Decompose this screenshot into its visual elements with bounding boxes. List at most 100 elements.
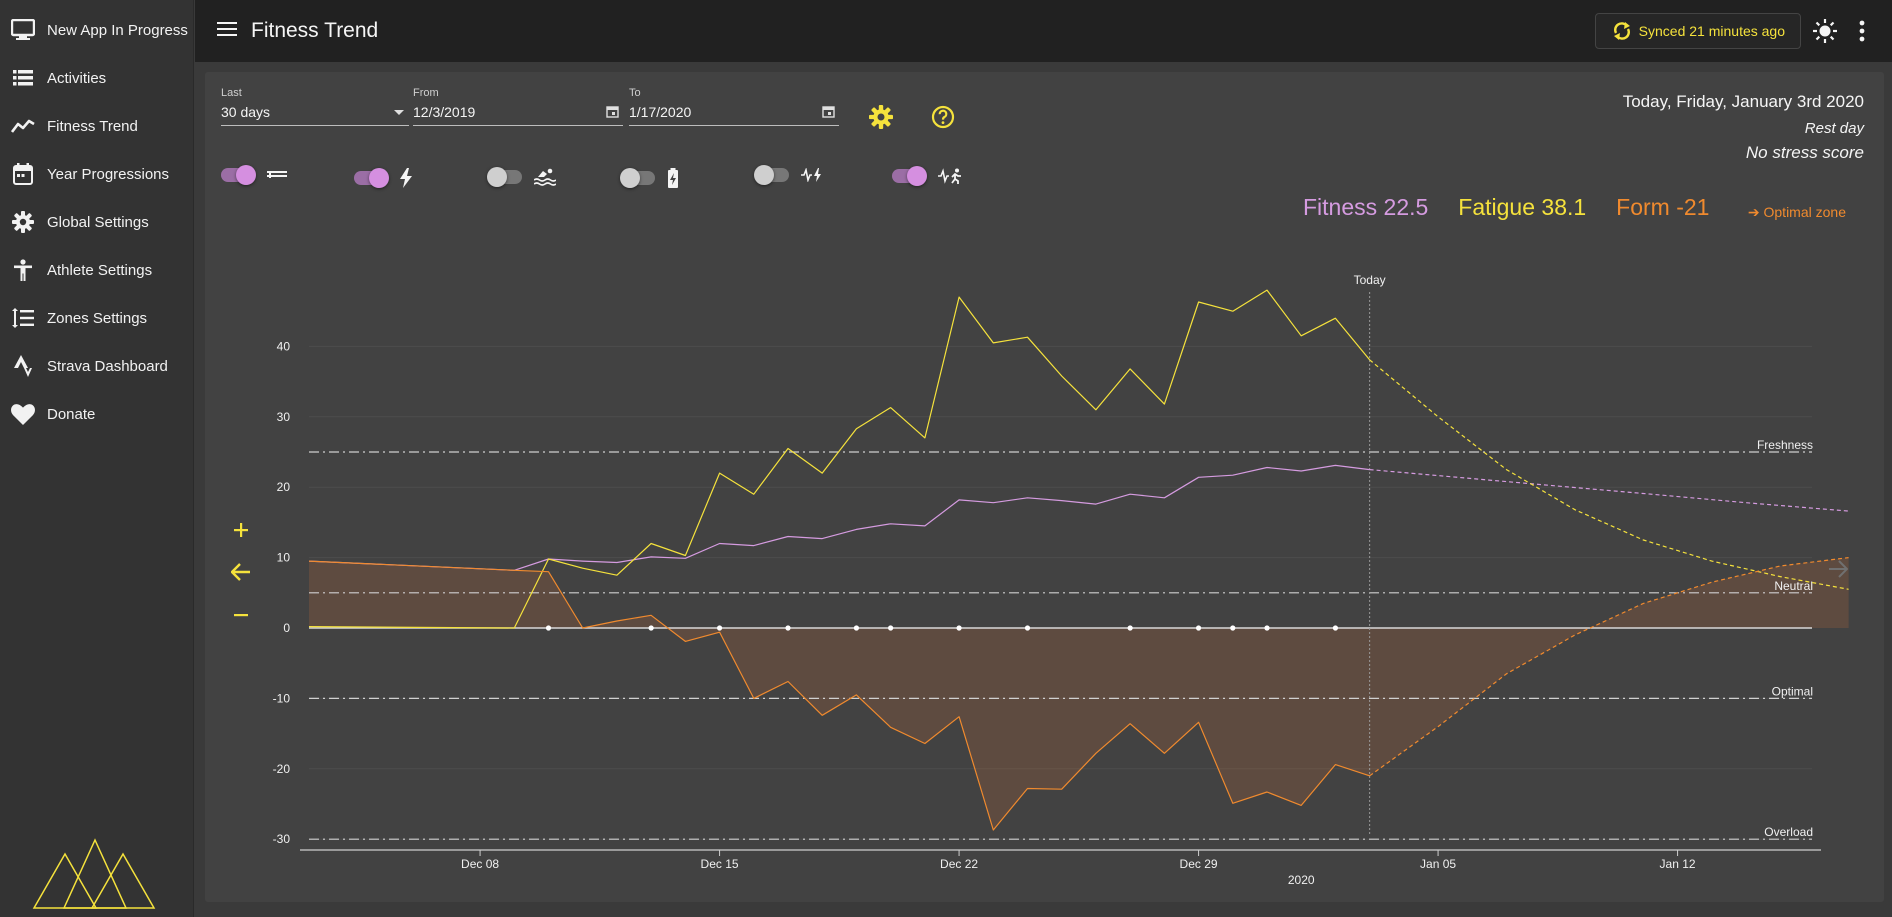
from-date-value: 12/3/2019 xyxy=(413,104,623,126)
fitness-line xyxy=(308,464,1370,571)
toggle-knob xyxy=(487,167,507,187)
form-area xyxy=(309,557,1849,831)
y-tick-label: 0 xyxy=(283,621,290,635)
minus-icon xyxy=(234,614,248,617)
toggle-knob xyxy=(754,165,774,185)
toggle-track xyxy=(620,168,655,188)
form-projection-line xyxy=(1369,557,1849,777)
toggle-knob xyxy=(907,166,927,186)
help-button[interactable] xyxy=(931,105,955,134)
pan-right-button[interactable] xyxy=(1828,560,1849,583)
toggle-est-running[interactable] xyxy=(892,166,962,186)
x-tick-label: Dec 08 xyxy=(461,857,499,871)
last-period-text: 30 days xyxy=(221,104,271,120)
chart-settings-button[interactable] xyxy=(869,105,893,134)
x-axis-year-label: 2020 xyxy=(1288,873,1315,887)
from-date-field[interactable]: From 12/3/2019 xyxy=(413,87,623,126)
toggle-est-power[interactable] xyxy=(754,165,823,185)
to-date-field[interactable]: To 1/17/2020 xyxy=(629,87,839,126)
x-tick-label: Dec 15 xyxy=(701,857,739,871)
sidebar-item-activities[interactable]: Activities xyxy=(0,54,193,102)
stress-score-label: No stress score xyxy=(1745,143,1864,162)
y-tick-label: 40 xyxy=(277,339,291,353)
from-date-label: From xyxy=(413,87,439,99)
hamburger-icon xyxy=(217,22,237,36)
toggle-power-meter[interactable] xyxy=(354,168,412,188)
activity-marker xyxy=(1024,625,1031,631)
rest-day-label: Rest day xyxy=(1804,120,1864,137)
toggle-track xyxy=(487,167,522,187)
today-label: Today xyxy=(1354,273,1386,287)
menu-button[interactable] xyxy=(217,20,239,42)
y-tick-label: -10 xyxy=(273,691,291,705)
sidebar-item-year-progressions[interactable]: Year Progressions xyxy=(0,150,193,198)
toggle-swim-stress[interactable] xyxy=(487,167,556,187)
toggle-knob xyxy=(620,168,640,188)
activity-marker xyxy=(956,625,962,631)
toggle-eleventh-hour[interactable] xyxy=(620,168,679,188)
y-tick-label: -20 xyxy=(273,762,291,776)
toggle-track xyxy=(354,168,389,188)
optimal-zone-link[interactable]: ➔ Optimal zone xyxy=(1747,204,1846,220)
trending-line-icon xyxy=(10,113,36,139)
sidebar-item-strava-dashboard[interactable]: Strava Dashboard xyxy=(0,342,193,390)
activity-marker xyxy=(545,625,552,631)
calendar-picker-icon[interactable] xyxy=(606,105,619,121)
activity-marker xyxy=(716,625,723,631)
y-tick-label: 10 xyxy=(277,551,291,565)
list-icon xyxy=(10,65,36,91)
toggle-knob xyxy=(236,165,256,185)
zones-bars-icon xyxy=(267,170,287,180)
sidebar-item-athlete-settings[interactable]: Athlete Settings xyxy=(0,246,193,294)
calendar-picker-icon[interactable] xyxy=(822,105,835,121)
to-date-text: 1/17/2020 xyxy=(629,104,692,120)
sync-button[interactable]: Synced 21 minutes ago xyxy=(1594,13,1801,49)
theme-toggle-button[interactable] xyxy=(1812,18,1838,44)
heart-rate-bolt-icon xyxy=(801,168,823,182)
sidebar-item-zones-settings[interactable]: Zones Settings xyxy=(0,294,193,342)
today-date: Today, Friday, January 3rd 2020 xyxy=(1622,92,1864,111)
gear-icon xyxy=(10,209,36,235)
more-vertical-icon xyxy=(1859,20,1865,42)
sidebar-item-new-app[interactable]: New App In Progress xyxy=(0,6,193,54)
last-period-select[interactable]: Last 30 days xyxy=(221,87,409,126)
activity-marker xyxy=(888,625,894,631)
activity-marker xyxy=(1264,625,1270,631)
sync-icon xyxy=(1613,22,1630,40)
last-period-label: Last xyxy=(221,87,242,99)
sidebar-item-fitness-trend[interactable]: Fitness Trend xyxy=(0,102,193,150)
zone-label: Freshness xyxy=(1757,438,1813,452)
sidebar-item-global-settings[interactable]: Global Settings xyxy=(0,198,193,246)
toggle-training-zones[interactable] xyxy=(221,165,287,185)
x-tick-label: Jan 05 xyxy=(1420,857,1456,871)
activity-marker xyxy=(1195,625,1202,631)
x-tick-label: Dec 29 xyxy=(1180,857,1218,871)
form-line xyxy=(308,560,1370,831)
sidebar-item-label: New App In Progress xyxy=(47,21,188,39)
sidebar: New App In Progress Activities Fitness T… xyxy=(0,0,194,917)
heart-icon xyxy=(10,401,36,427)
last-period-value: 30 days xyxy=(221,104,409,126)
arrow-left-icon xyxy=(230,563,250,581)
strava-icon xyxy=(10,353,36,379)
sidebar-item-donate[interactable]: Donate xyxy=(0,390,193,438)
dropdown-arrow-icon xyxy=(393,105,405,121)
from-date-text: 12/3/2019 xyxy=(413,104,476,120)
form-value: Form -21 xyxy=(1616,194,1710,220)
lightning-icon xyxy=(400,168,412,188)
page-title: Fitness Trend xyxy=(251,19,379,42)
pan-left-button[interactable] xyxy=(230,563,251,586)
more-options-button[interactable] xyxy=(1852,19,1872,43)
y-tick-label: -30 xyxy=(273,832,291,846)
sun-icon xyxy=(1813,19,1837,43)
sync-status-label: Synced 21 minutes ago xyxy=(1638,23,1785,39)
zoom-out-button[interactable] xyxy=(233,607,249,628)
zone-label: Optimal xyxy=(1772,684,1813,698)
zoom-in-button[interactable] xyxy=(233,522,249,543)
heart-rate-runner-icon xyxy=(938,168,962,184)
toggle-knob xyxy=(369,168,389,188)
sidebar-nav: New App In Progress Activities Fitness T… xyxy=(0,6,193,438)
app-logo xyxy=(32,838,156,915)
